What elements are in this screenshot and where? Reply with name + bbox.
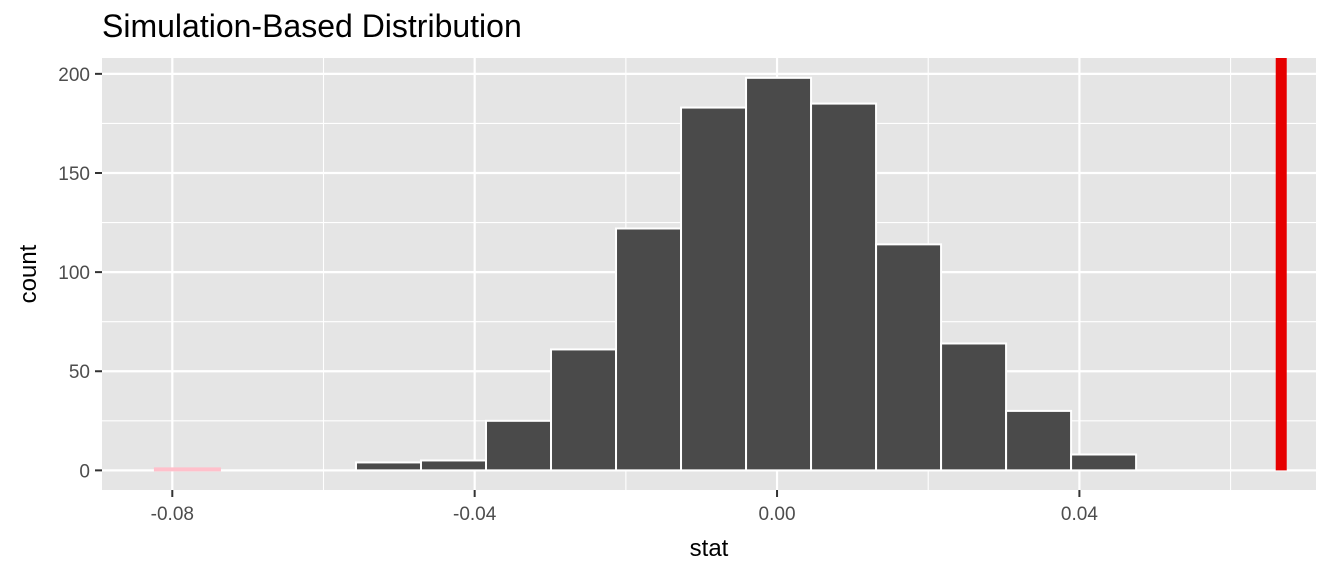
histogram-bar	[615, 227, 683, 472]
x-tick-label: 0.04	[1061, 504, 1098, 525]
histogram-bar	[550, 348, 618, 472]
histogram-bar	[419, 459, 488, 472]
y-axis-title: count	[15, 244, 42, 303]
histogram-bar	[810, 102, 878, 472]
y-tick-label: 150	[58, 164, 90, 185]
histogram-bar	[1005, 409, 1073, 472]
x-axis-title: stat	[690, 535, 729, 562]
chart-title: Simulation-Based Distribution	[102, 8, 522, 44]
histogram-bar	[745, 76, 813, 472]
y-tick-label: 100	[58, 263, 90, 284]
histogram-bar	[680, 106, 748, 472]
histogram-bar	[485, 419, 553, 472]
histogram-bar	[354, 461, 422, 472]
histogram-bar	[940, 342, 1008, 472]
x-tick-label: -0.08	[151, 504, 194, 525]
histogram-bar	[153, 467, 221, 472]
histogram-bar	[875, 243, 943, 472]
x-tick-label: 0.00	[759, 504, 796, 525]
y-tick-label: 200	[58, 65, 90, 86]
y-tick-label: 0	[79, 461, 90, 482]
histogram-bar	[1070, 453, 1138, 472]
x-tick-label: -0.04	[453, 504, 497, 525]
y-tick-label: 50	[69, 362, 90, 383]
